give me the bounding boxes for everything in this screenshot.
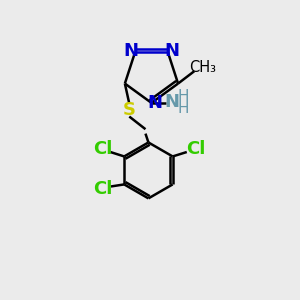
Text: N: N [148, 94, 163, 112]
Text: H: H [178, 101, 189, 116]
Text: Cl: Cl [93, 140, 112, 158]
Text: Cl: Cl [93, 179, 112, 197]
Text: H: H [178, 89, 189, 104]
Text: S: S [123, 101, 136, 119]
Text: Cl: Cl [187, 140, 206, 158]
Text: CH₃: CH₃ [189, 60, 216, 75]
Text: N: N [164, 41, 179, 59]
Text: N: N [124, 41, 139, 59]
Text: N: N [165, 93, 180, 111]
